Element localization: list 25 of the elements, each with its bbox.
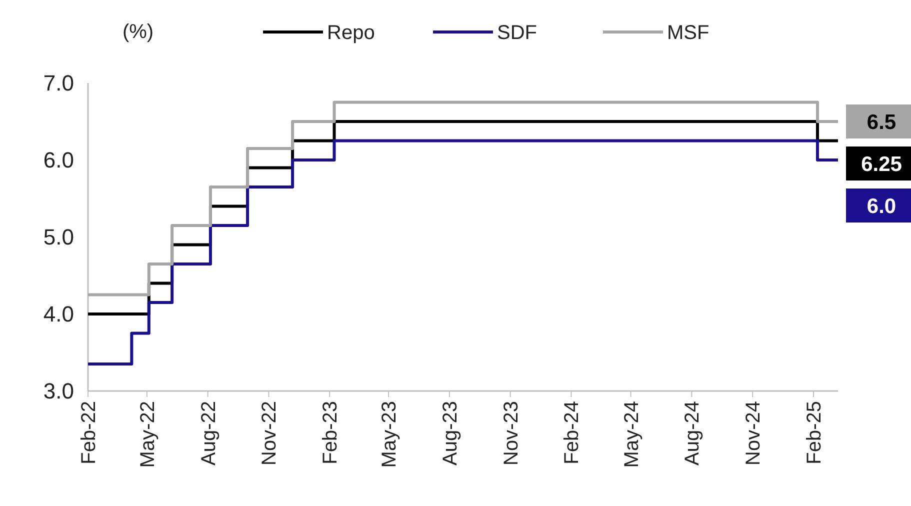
x-tick-label: May-22 (136, 401, 159, 468)
x-tick-label: Aug-23 (439, 401, 462, 466)
x-tick-label: Nov-22 (258, 401, 281, 466)
y-tick-label: 4.0 (43, 302, 74, 327)
legend-label: SDF (497, 22, 537, 44)
annotation: 6.25 (861, 152, 902, 176)
x-tick-label: Feb-23 (320, 401, 342, 464)
y-axis-title: (%) (122, 21, 154, 43)
x-tick-label: Nov-24 (742, 401, 765, 466)
x-tick-label: Aug-24 (682, 401, 704, 466)
y-tick-label: 7.0 (43, 70, 74, 96)
x-tick-label: May-23 (378, 401, 401, 468)
x-tick-label: Aug-22 (198, 401, 220, 466)
x-tick-label: Nov-23 (500, 401, 522, 466)
annotation: 6.0 (866, 194, 896, 218)
y-tick-label: 5.0 (43, 224, 74, 250)
x-tick-label: Feb-25 (804, 401, 826, 464)
x-tick-label: May-24 (620, 401, 643, 468)
y-tick-label: 6.0 (43, 148, 74, 173)
annotation: 6.5 (866, 110, 896, 134)
legend-label: MSF (667, 22, 710, 44)
legend-label: Repo (327, 22, 375, 44)
x-tick-label: Feb-22 (78, 401, 100, 464)
y-tick-label: 3.0 (43, 378, 74, 404)
x-tick-label: Feb-24 (561, 401, 584, 464)
